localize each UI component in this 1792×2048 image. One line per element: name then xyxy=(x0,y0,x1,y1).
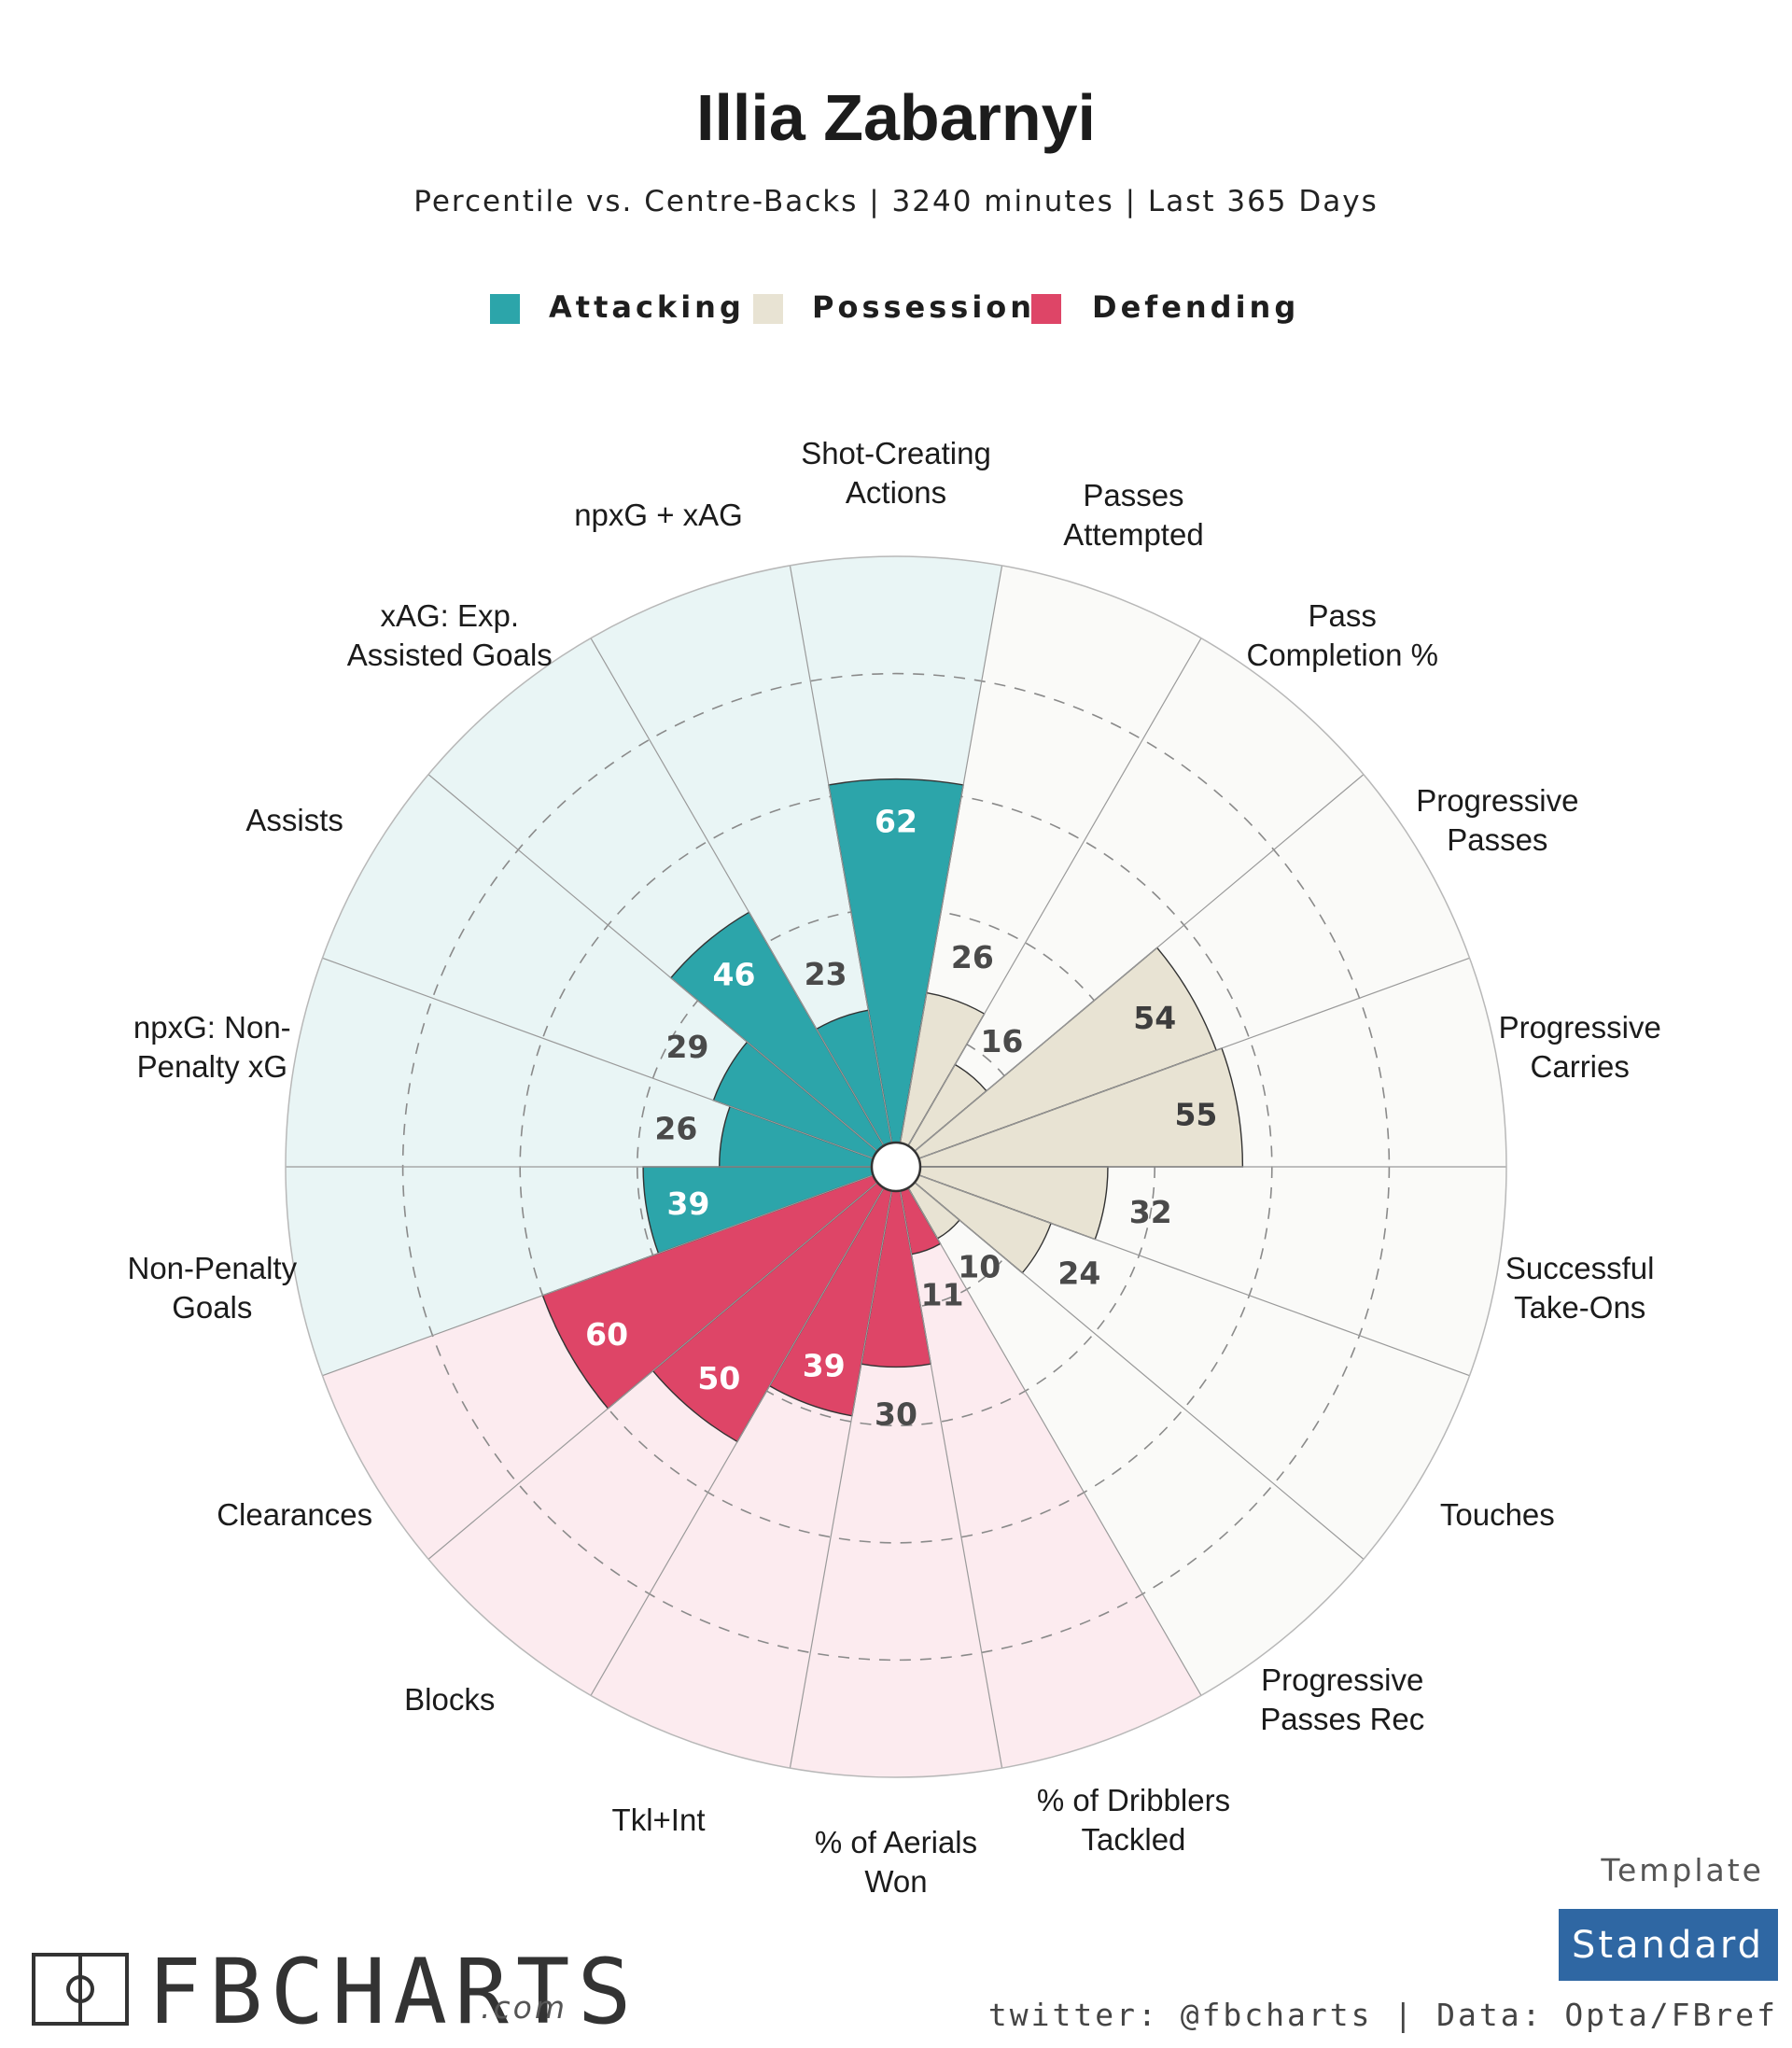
category-label: Pass Completion % xyxy=(1247,598,1438,672)
category-label: Touches xyxy=(1440,1497,1555,1532)
value-label: 26 xyxy=(951,939,994,975)
spoke xyxy=(895,774,1365,1168)
legend-swatch-possession xyxy=(753,294,783,324)
category-label: Passes Attempted xyxy=(1063,478,1203,552)
template-badge[interactable] xyxy=(1559,1909,1778,1981)
value-label: 62 xyxy=(875,804,917,840)
value-label: 16 xyxy=(980,1023,1023,1059)
value-label: 32 xyxy=(1129,1194,1172,1230)
bars xyxy=(541,779,1244,1443)
category-label: xAG: Exp. Assisted Goals xyxy=(347,598,553,672)
category-label: Progressive Passes Rec xyxy=(1260,1662,1424,1736)
category-label: Blocks xyxy=(404,1682,495,1717)
sector-bg-pass-completion xyxy=(908,638,1364,1152)
category-label: Non-Penalty Goals xyxy=(127,1251,297,1325)
value-label: 60 xyxy=(585,1316,628,1353)
legend: Attacking Possession Defending xyxy=(490,289,1299,325)
center-hole xyxy=(870,1141,922,1193)
legend-swatch-attacking xyxy=(490,294,520,324)
spoke xyxy=(590,1166,897,1696)
template-word: Template xyxy=(1600,1852,1764,1888)
brand-logo: FBCHARTS .com xyxy=(32,1940,638,2044)
value-label: 30 xyxy=(875,1396,917,1432)
spoke xyxy=(322,957,897,1168)
outer-ring xyxy=(285,555,1507,1778)
spoke xyxy=(789,565,897,1168)
category-label: Progressive Passes xyxy=(1416,783,1578,857)
spoke xyxy=(895,1166,1003,1769)
spoke xyxy=(427,1166,897,1560)
value-label: 39 xyxy=(803,1347,846,1383)
category-label: Progressive Carries xyxy=(1499,1010,1661,1084)
category-label: Assists xyxy=(245,803,343,837)
sector-bg-of-dribblers-tackled xyxy=(900,1187,1201,1769)
category-label: Clearances xyxy=(217,1497,372,1532)
sector-bg-npxg-non-penalty-xg xyxy=(286,958,874,1167)
credit-line: twitter: @fbcharts | Data: Opta/FBref xyxy=(988,1997,1778,2033)
pitch-icon-circle xyxy=(66,1975,94,2003)
template-badge-label[interactable]: Standard xyxy=(1572,1924,1764,1967)
value-label: 55 xyxy=(1174,1096,1217,1132)
spoke xyxy=(789,1166,897,1769)
value-label: 29 xyxy=(665,1029,708,1065)
brand-name: FBCHARTS xyxy=(147,1940,638,2044)
value-label: 54 xyxy=(1133,1000,1176,1036)
value-label: 10 xyxy=(958,1248,1001,1284)
value-label: 23 xyxy=(805,956,847,992)
spoke xyxy=(895,1166,1202,1696)
value-label: 24 xyxy=(1057,1255,1100,1291)
page-subtitle: Percentile vs. Centre-Backs | 3240 minut… xyxy=(413,185,1379,218)
spoke xyxy=(895,565,1003,1168)
legend-label-defending: Defending xyxy=(1092,289,1299,325)
value-label: 26 xyxy=(654,1110,697,1146)
sector-bg-of-aerials-won xyxy=(790,1190,1002,1778)
category-label: Shot-Creating Actions xyxy=(801,436,991,510)
spoke xyxy=(895,957,1470,1168)
category-label: npxG: Non-Penalty xG xyxy=(133,1010,291,1084)
category-label: % of Aerials Won xyxy=(815,1825,977,1899)
category-labels: Shot-Creating Actions Passes Attempted Pass C… xyxy=(127,436,1660,1899)
category-label: npxG + xAG xyxy=(574,498,743,532)
legend-label-possession: Possession xyxy=(812,289,1035,325)
category-label: Successful Take-Ons xyxy=(1505,1251,1655,1325)
spoke xyxy=(427,774,897,1168)
legend-swatch-defending xyxy=(1031,294,1061,324)
spoke xyxy=(895,1166,1470,1377)
value-label: 11 xyxy=(921,1276,964,1312)
legend-label-attacking: Attacking xyxy=(549,289,745,325)
category-label: Tkl+Int xyxy=(612,1803,706,1837)
sector-bg-passes-attempted xyxy=(900,565,1201,1146)
value-label: 39 xyxy=(667,1185,710,1222)
spoke xyxy=(895,638,1202,1168)
category-label: % of Dribblers Tackled xyxy=(1037,1783,1230,1857)
value-label: 46 xyxy=(713,956,756,992)
value-label: 50 xyxy=(697,1360,740,1396)
spokes xyxy=(285,555,1507,1778)
spoke xyxy=(322,1166,897,1377)
sector-bg-npxg-xag xyxy=(591,565,892,1146)
brand-suffix: .com xyxy=(481,1989,567,2026)
spoke xyxy=(590,638,897,1168)
sector-bg-touches xyxy=(914,1174,1470,1560)
page-title: Illia Zabarnyi xyxy=(696,81,1096,154)
spoke xyxy=(895,1166,1365,1560)
sector-bg-progressive-passes-rec xyxy=(908,1182,1364,1696)
